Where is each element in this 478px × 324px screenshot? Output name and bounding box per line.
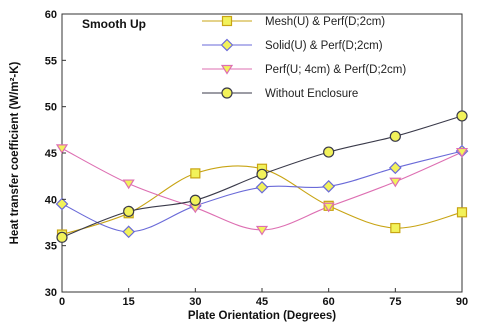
legend-marker bbox=[220, 38, 234, 52]
legend-marker bbox=[221, 15, 233, 27]
legend-label: Solid(U) & Perf(D;2cm) bbox=[265, 40, 383, 52]
data-point-series-1 bbox=[456, 207, 468, 218]
legend-label: Mesh(U) & Perf(D;2cm) bbox=[265, 16, 385, 28]
series-markers bbox=[55, 110, 469, 243]
x-axis-label: Plate Orientation (Degrees) bbox=[188, 310, 336, 322]
data-point-series-3 bbox=[255, 225, 269, 236]
data-point-series-4 bbox=[389, 130, 401, 142]
data-point-series-3 bbox=[455, 147, 469, 158]
legend-marker bbox=[220, 64, 234, 75]
legend: Mesh(U) & Perf(D;2cm) Solid(U) & Perf(D;2… bbox=[202, 15, 406, 100]
x-tick-label: 15 bbox=[123, 296, 135, 308]
y-axis-label: Heat transfer coefficient (W/m²-K) bbox=[9, 61, 21, 244]
x-tick-label: 60 bbox=[323, 296, 335, 308]
y-tick-label: 40 bbox=[45, 194, 57, 206]
legend-marker bbox=[221, 87, 233, 99]
data-point-series-1 bbox=[390, 222, 401, 234]
data-point-series-4 bbox=[189, 194, 201, 206]
y-tick-label: 35 bbox=[45, 241, 57, 253]
x-tick-label: 30 bbox=[189, 296, 201, 308]
y-tick-label: 45 bbox=[45, 148, 57, 160]
data-point-series-3 bbox=[389, 177, 402, 188]
data-point-series-2 bbox=[388, 161, 402, 175]
data-point-series-4 bbox=[456, 110, 468, 122]
data-point-series-3 bbox=[322, 202, 335, 213]
data-point-series-4 bbox=[323, 146, 335, 158]
y-tick-label: 30 bbox=[45, 287, 57, 299]
y-tick-label: 55 bbox=[45, 55, 57, 67]
chart-annotation: Smooth Up bbox=[82, 17, 146, 31]
legend-label: Perf(U; 4cm) & Perf(D;2cm) bbox=[265, 64, 406, 76]
data-point-series-4 bbox=[123, 205, 135, 217]
y-tick-label: 50 bbox=[45, 102, 57, 114]
x-tick-label: 75 bbox=[389, 296, 401, 308]
data-point-series-3 bbox=[55, 144, 69, 154]
data-point-series-4 bbox=[56, 231, 68, 243]
data-point-series-2 bbox=[255, 180, 269, 194]
legend-label: Without Enclosure bbox=[265, 88, 358, 100]
data-point-series-3 bbox=[122, 179, 135, 190]
x-tick-label: 0 bbox=[59, 296, 65, 308]
data-point-series-4 bbox=[256, 168, 268, 180]
data-point-series-2 bbox=[322, 180, 336, 193]
x-tick-label: 45 bbox=[256, 296, 268, 308]
y-axis-ticks: 30 35 40 45 50 55 60 bbox=[45, 9, 66, 299]
data-point-series-1 bbox=[190, 168, 201, 179]
y-tick-label: 60 bbox=[45, 9, 57, 21]
plot-frame bbox=[61, 13, 463, 293]
data-point-series-2 bbox=[122, 225, 136, 239]
data-point-series-2 bbox=[55, 197, 69, 211]
x-tick-label: 90 bbox=[456, 296, 468, 308]
x-axis-ticks: 0 15 30 45 60 75 90 bbox=[59, 288, 468, 308]
